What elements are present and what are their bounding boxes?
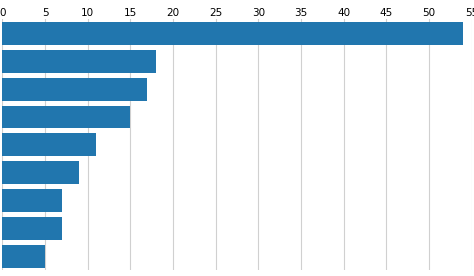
Bar <box>2 217 62 240</box>
Bar <box>2 245 45 268</box>
Bar <box>2 22 463 45</box>
Bar <box>2 161 79 184</box>
Bar <box>2 189 62 212</box>
Bar <box>2 134 96 156</box>
Bar <box>2 105 130 128</box>
Bar <box>2 78 147 100</box>
Bar <box>2 50 156 73</box>
